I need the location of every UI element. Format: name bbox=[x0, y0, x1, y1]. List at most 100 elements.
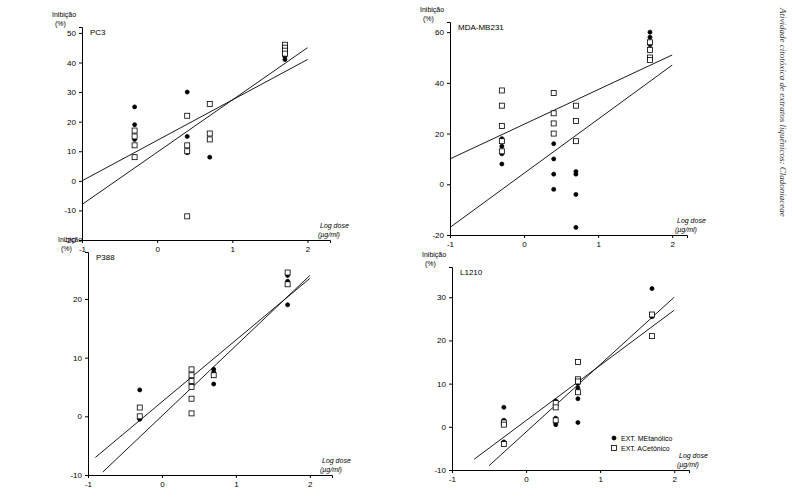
x-tick-label: 0 bbox=[155, 245, 160, 254]
trend-line bbox=[82, 48, 307, 205]
y-tick-mark bbox=[85, 475, 88, 476]
point bbox=[137, 405, 142, 410]
y-tick-label: 60 bbox=[435, 28, 444, 37]
y-tick-label: 50 bbox=[67, 29, 76, 38]
point bbox=[552, 157, 556, 161]
panel: -1001020-1012P388Inibição(%)Log dose(µg/… bbox=[58, 236, 351, 489]
point bbox=[553, 418, 558, 423]
y-tick-mark bbox=[79, 122, 82, 123]
plot-area bbox=[450, 30, 672, 229]
point bbox=[185, 149, 189, 153]
x-tick-label: -1 bbox=[85, 480, 93, 489]
y-tick: 50 bbox=[67, 29, 82, 38]
point bbox=[499, 88, 504, 93]
y-tick-label: 0 bbox=[442, 423, 447, 432]
y-axis-title: Inibição(%) bbox=[52, 11, 76, 28]
x-tick: 0 bbox=[160, 475, 165, 489]
point bbox=[499, 103, 504, 108]
point bbox=[648, 30, 652, 34]
point bbox=[207, 131, 212, 136]
x-axis-line bbox=[451, 236, 688, 239]
point bbox=[551, 111, 556, 116]
point bbox=[499, 139, 504, 144]
point bbox=[575, 379, 580, 384]
trend-line bbox=[474, 310, 674, 459]
point bbox=[574, 172, 578, 176]
x-tick-label: 2 bbox=[670, 240, 675, 249]
legend: EXT. MEtanólicoEXT. ACetônico bbox=[612, 435, 673, 452]
point bbox=[189, 379, 194, 384]
y-axis: -200204060 bbox=[432, 23, 450, 241]
point bbox=[551, 121, 556, 126]
x-tick-label: 2 bbox=[306, 245, 311, 254]
plot-area bbox=[474, 287, 674, 466]
point bbox=[650, 313, 654, 317]
x-tick-label: 0 bbox=[524, 475, 529, 484]
x-tick-mark bbox=[450, 235, 451, 238]
point bbox=[554, 423, 558, 427]
y-tick-mark bbox=[449, 470, 452, 471]
y-tick-mark bbox=[79, 63, 82, 64]
point bbox=[649, 334, 654, 339]
y-axis-title: Inibição(%) bbox=[420, 6, 444, 23]
y-tick-label: 10 bbox=[67, 147, 76, 156]
x-tick: 1 bbox=[234, 475, 239, 489]
x-tick-label: 2 bbox=[308, 480, 313, 489]
y-tick-mark bbox=[449, 427, 452, 428]
y-tick: 10 bbox=[67, 147, 82, 156]
x-axis: -1012 bbox=[447, 235, 688, 249]
y-tick-label: -10 bbox=[434, 466, 446, 475]
x-tick-mark bbox=[674, 470, 675, 473]
point bbox=[500, 144, 504, 148]
point bbox=[185, 214, 190, 219]
x-tick-mark bbox=[526, 470, 527, 473]
x-tick-mark bbox=[236, 475, 237, 478]
x-axis-title: Log dose(µg/ml) bbox=[318, 222, 349, 239]
point bbox=[552, 187, 556, 191]
y-tick: 0 bbox=[78, 412, 88, 421]
x-tick-mark bbox=[672, 235, 673, 238]
y-tick-label: -10 bbox=[70, 471, 82, 480]
x-tick-label: 1 bbox=[231, 245, 236, 254]
x-tick-label: 1 bbox=[598, 475, 603, 484]
trend-line bbox=[489, 297, 674, 465]
y-tick-mark bbox=[85, 358, 88, 359]
x-axis: -1012 bbox=[449, 470, 690, 484]
point bbox=[648, 35, 652, 39]
panel-title: L1210 bbox=[460, 268, 483, 277]
point bbox=[650, 287, 654, 291]
x-tick-mark bbox=[162, 475, 163, 478]
point bbox=[189, 396, 194, 401]
point bbox=[551, 131, 556, 136]
panel: -100102030-1012L1210Inibição(%)Log dose(… bbox=[422, 251, 708, 484]
x-tick-mark bbox=[600, 470, 601, 473]
x-tick: 2 bbox=[672, 470, 677, 484]
y-tick-mark bbox=[79, 92, 82, 93]
y-tick: 0 bbox=[72, 177, 82, 186]
y-tick: 60 bbox=[435, 28, 450, 37]
y-tick-label: 10 bbox=[437, 380, 446, 389]
y-tick-mark bbox=[449, 297, 452, 298]
x-tick: 0 bbox=[155, 240, 160, 254]
y-tick: 10 bbox=[73, 354, 88, 363]
y-axis-line bbox=[449, 268, 453, 471]
plot-area bbox=[82, 42, 307, 219]
legend-symbol bbox=[612, 436, 616, 440]
point bbox=[552, 142, 556, 146]
y-tick: 0 bbox=[442, 423, 452, 432]
point bbox=[282, 51, 287, 56]
y-tick-label: 20 bbox=[437, 336, 446, 345]
point bbox=[207, 101, 212, 106]
y-tick-mark bbox=[449, 340, 452, 341]
point bbox=[649, 312, 654, 317]
point bbox=[647, 58, 652, 63]
y-axis-line bbox=[447, 23, 451, 236]
x-tick-mark bbox=[307, 240, 308, 243]
y-axis-line bbox=[85, 253, 89, 476]
x-axis-title: Log dose(µg/ml) bbox=[677, 452, 708, 469]
y-tick-label: 30 bbox=[437, 293, 446, 302]
point bbox=[133, 143, 137, 147]
x-tick: 1 bbox=[596, 235, 601, 249]
y-tick-mark bbox=[447, 32, 450, 33]
panel: -200204060-1012MDA-MB231Inibição(%)Log d… bbox=[420, 6, 706, 249]
